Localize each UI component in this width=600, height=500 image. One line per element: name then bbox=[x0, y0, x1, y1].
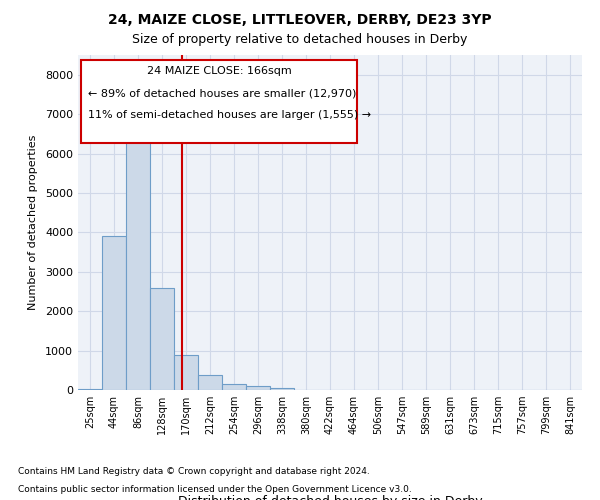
Bar bbox=[78, 389, 102, 390]
Bar bbox=[198, 375, 222, 390]
Bar bbox=[126, 138, 150, 390]
Text: 11% of semi-detached houses are larger (1,555) →: 11% of semi-detached houses are larger (… bbox=[88, 110, 371, 120]
Text: ← 89% of detached houses are smaller (12,970): ← 89% of detached houses are smaller (12… bbox=[88, 89, 356, 99]
X-axis label: Distribution of detached houses by size in Derby: Distribution of detached houses by size … bbox=[178, 496, 482, 500]
Text: Contains public sector information licensed under the Open Government Licence v3: Contains public sector information licen… bbox=[18, 485, 412, 494]
Bar bbox=[270, 388, 294, 390]
Bar bbox=[246, 386, 270, 390]
Bar bbox=[102, 236, 126, 390]
Bar bbox=[222, 384, 246, 390]
Text: 24, MAIZE CLOSE, LITTLEOVER, DERBY, DE23 3YP: 24, MAIZE CLOSE, LITTLEOVER, DERBY, DE23… bbox=[108, 12, 492, 26]
Y-axis label: Number of detached properties: Number of detached properties bbox=[28, 135, 38, 310]
Bar bbox=[150, 288, 174, 390]
Text: 24 MAIZE CLOSE: 166sqm: 24 MAIZE CLOSE: 166sqm bbox=[146, 66, 292, 76]
Text: Contains HM Land Registry data © Crown copyright and database right 2024.: Contains HM Land Registry data © Crown c… bbox=[18, 467, 370, 476]
Bar bbox=[174, 354, 198, 390]
Text: Size of property relative to detached houses in Derby: Size of property relative to detached ho… bbox=[133, 32, 467, 46]
